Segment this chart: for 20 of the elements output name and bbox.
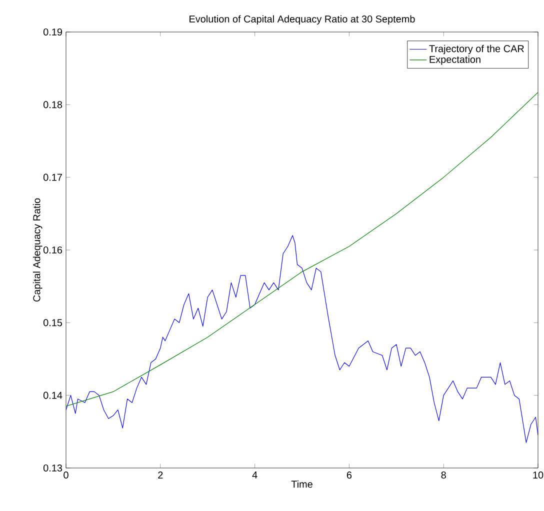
y-axis-title: Capital Adequacy Ratio xyxy=(32,198,42,302)
x-tick-label: 10 xyxy=(533,472,544,479)
legend-label: Trajectory of the CAR xyxy=(429,44,524,54)
x-tick-label: 4 xyxy=(252,472,258,478)
y-tick-label: 0.13 xyxy=(43,464,62,472)
legend-label: Expectation xyxy=(430,56,480,65)
x-tick-label: 8 xyxy=(441,472,446,479)
x-axis-title: Time xyxy=(291,480,312,488)
line-series xyxy=(66,235,538,443)
y-tick-label: 0.17 xyxy=(43,174,62,181)
x-tick-label: 2 xyxy=(158,472,163,478)
chart-title: Evolution of Capital Adequacy Ratio at 30 Septemb xyxy=(190,15,415,24)
y-tick-label: 0.18 xyxy=(43,101,62,108)
x-tick-label: 0 xyxy=(64,472,68,479)
y-tick-label: 0.15 xyxy=(43,319,62,326)
y-tick-label: 0.19 xyxy=(43,28,62,36)
y-tick-label: 0.16 xyxy=(43,246,62,254)
line-series xyxy=(66,92,538,407)
y-tick-label: 0.14 xyxy=(43,392,62,399)
x-tick-label: 6 xyxy=(346,472,352,479)
